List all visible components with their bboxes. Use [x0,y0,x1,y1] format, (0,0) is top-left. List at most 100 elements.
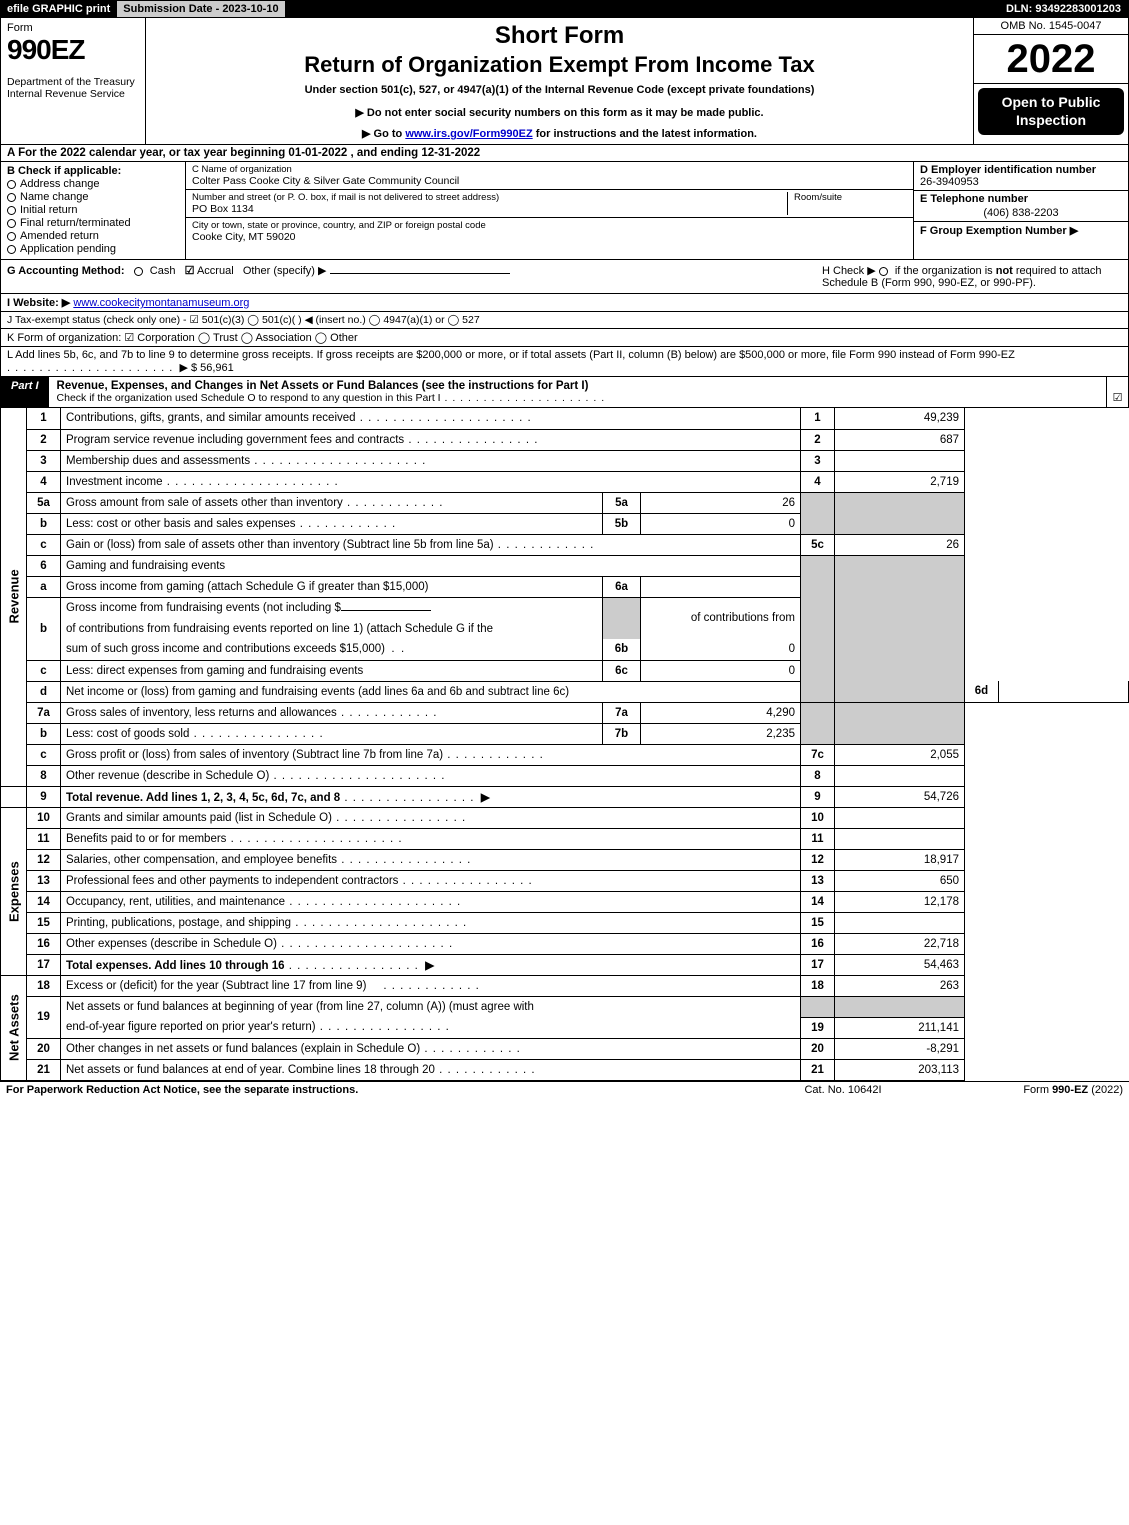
line-3: 3 Membership dues and assessments 3 [1,450,1129,471]
line-19-b: end-of-year figure reported on prior yea… [1,1017,1129,1038]
row-l-gross-receipts: L Add lines 5b, 6c, and 7b to line 9 to … [0,347,1129,377]
c-city-row: City or town, state or province, country… [186,218,913,245]
short-form-title: Short Form [154,22,965,50]
org-street: PO Box 1134 [192,203,787,215]
sub3-post: for instructions and the latest informat… [533,128,757,140]
c-room-label: Room/suite [794,192,907,203]
g-other: Other (specify) ▶ [243,265,327,277]
d-label: D Employer identification number [920,164,1096,176]
main-title: Return of Organization Exempt From Incom… [154,52,965,78]
section-c: C Name of organization Colter Pass Cooke… [186,162,913,259]
footer-right: Form 990-EZ (2022) [943,1084,1123,1096]
sub3-pre: ▶ Go to [362,128,405,140]
e-row: E Telephone number (406) 838-2203 [914,191,1128,222]
chk-h[interactable] [879,267,888,276]
form-word: Form [7,22,139,34]
footer-left: For Paperwork Reduction Act Notice, see … [6,1084,743,1096]
part-i-title: Revenue, Expenses, and Changes in Net As… [49,377,1106,407]
line-8: 8 Other revenue (describe in Schedule O)… [1,765,1129,786]
sub-title-3: ▶ Go to www.irs.gov/Form990EZ for instru… [154,127,965,140]
line-11: 11 Benefits paid to or for members 11 [1,828,1129,849]
row-a-calendar-year: A For the 2022 calendar year, or tax yea… [0,145,1129,162]
chk-application-pending[interactable]: Application pending [7,243,179,255]
chk-address-change[interactable]: Address change [7,178,179,190]
chk-accrual[interactable]: ☑ [185,265,195,277]
l-amount: ▶ $ 56,961 [179,362,233,374]
org-name: Colter Pass Cooke City & Silver Gate Com… [192,175,907,187]
dept-label: Department of the Treasury Internal Reve… [7,76,139,100]
netassets-vlabel: Net Assets [1,975,27,1080]
part-i-subtitle: Check if the organization used Schedule … [57,392,1098,404]
part-i-header: Part I Revenue, Expenses, and Changes in… [0,377,1129,408]
header-left: Form 990EZ Department of the Treasury In… [1,18,146,144]
line-7a: 7a Gross sales of inventory, less return… [1,702,1129,723]
org-city: Cooke City, MT 59020 [192,231,907,243]
submission-date: Submission Date - 2023-10-10 [117,1,285,17]
f-label: F Group Exemption Number ▶ [920,225,1078,237]
section-h: H Check ▶ if the organization is not req… [822,264,1122,289]
lines-table: Revenue 1 Contributions, gifts, grants, … [0,408,1129,1081]
topbar-spacer [286,1,1000,17]
efile-label: efile GRAPHIC print [1,1,117,17]
section-g: G Accounting Method: Cash ☑ Accrual Othe… [7,264,822,289]
page-footer: For Paperwork Reduction Act Notice, see … [0,1081,1129,1098]
form-number: 990EZ [7,34,139,66]
line-15: 15 Printing, publications, postage, and … [1,912,1129,933]
website-link[interactable]: www.cookecitymontanamuseum.org [73,297,249,309]
sub-title-1: Under section 501(c), 527, or 4947(a)(1)… [154,84,965,96]
row-i-website: I Website: ▶ www.cookecitymontanamuseum.… [0,294,1129,312]
c-city-label: City or town, state or province, country… [192,220,907,231]
line-1: Revenue 1 Contributions, gifts, grants, … [1,408,1129,429]
header-mid: Short Form Return of Organization Exempt… [146,18,973,144]
form-header: Form 990EZ Department of the Treasury In… [0,18,1129,145]
l-text: L Add lines 5b, 6c, and 7b to line 9 to … [7,349,1015,361]
ein-value: 26-3940953 [920,176,979,188]
sub-title-2: ▶ Do not enter social security numbers o… [154,106,965,119]
line-4: 4 Investment income 4 2,719 [1,471,1129,492]
chk-initial-return[interactable]: Initial return [7,204,179,216]
l-dots [7,362,173,374]
chk-final-return[interactable]: Final return/terminated [7,217,179,229]
f-row: F Group Exemption Number ▶ [914,222,1128,259]
chk-cash[interactable] [134,267,143,276]
g-label: G Accounting Method: [7,265,125,277]
chk-amended-return[interactable]: Amended return [7,230,179,242]
section-b: B Check if applicable: Address change Na… [1,162,186,259]
row-g-h: G Accounting Method: Cash ☑ Accrual Othe… [0,260,1129,294]
expenses-vlabel: Expenses [1,807,27,975]
dln-label: DLN: 93492283001203 [1000,1,1128,17]
d-row: D Employer identification number 26-3940… [914,162,1128,191]
part-i-tab: Part I [1,377,49,407]
line-17: 17 Total expenses. Add lines 10 through … [1,954,1129,975]
row-k-form-org: K Form of organization: ☑ Corporation ◯ … [0,329,1129,347]
footer-mid: Cat. No. 10642I [743,1084,943,1096]
open-to-public: Open to Public Inspection [978,88,1124,135]
b-label: B Check if applicable: [7,165,179,177]
line-10: Expenses 10 Grants and similar amounts p… [1,807,1129,828]
header-right: OMB No. 1545-0047 2022 Open to Public In… [973,18,1128,144]
line-14: 14 Occupancy, rent, utilities, and maint… [1,891,1129,912]
chk-name-change[interactable]: Name change [7,191,179,203]
c-name-label: C Name of organization [192,164,907,175]
line-7c: c Gross profit or (loss) from sales of i… [1,744,1129,765]
top-bar: efile GRAPHIC print Submission Date - 20… [0,0,1129,18]
c-name-row: C Name of organization Colter Pass Cooke… [186,162,913,190]
omb-number: OMB No. 1545-0047 [974,18,1128,35]
phone-value: (406) 838-2203 [920,207,1122,219]
irs-link[interactable]: www.irs.gov/Form990EZ [405,128,532,140]
row-j-tax-exempt: J Tax-exempt status (check only one) - ☑… [0,312,1129,329]
line-6: 6 Gaming and fundraising events [1,555,1129,576]
g-other-blank[interactable] [330,273,510,274]
line-5a: 5a Gross amount from sale of assets othe… [1,492,1129,513]
line-5c: c Gain or (loss) from sale of assets oth… [1,534,1129,555]
line-19-a: 19 Net assets or fund balances at beginn… [1,996,1129,1017]
revenue-vlabel: Revenue [1,408,27,786]
tax-year: 2022 [974,35,1128,84]
line-16: 16 Other expenses (describe in Schedule … [1,933,1129,954]
line-20: 20 Other changes in net assets or fund b… [1,1038,1129,1059]
section-def: D Employer identification number 26-3940… [913,162,1128,259]
line-18: Net Assets 18 Excess or (deficit) for th… [1,975,1129,996]
part-i-check[interactable]: ☑ [1106,377,1128,407]
block-b-through-f: B Check if applicable: Address change Na… [0,162,1129,260]
line-13: 13 Professional fees and other payments … [1,870,1129,891]
